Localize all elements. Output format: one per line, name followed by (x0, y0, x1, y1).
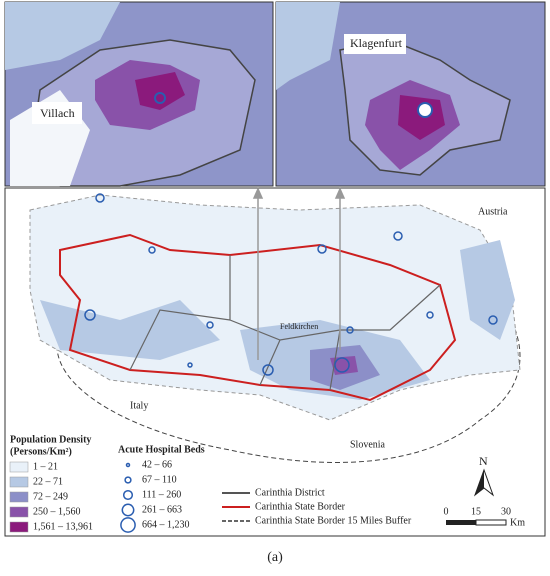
legend-item: 111 – 260 (142, 489, 181, 500)
legend-item: 1 – 21 (33, 461, 58, 472)
scale-tick: 30 (501, 506, 511, 517)
legend-swatch (9, 491, 29, 503)
legend: Population Density (Persons/Km²) Acute H… (9, 434, 412, 533)
inset-label: Villach (40, 106, 75, 120)
legend-unit: (Persons/Km²) (10, 446, 72, 457)
inset-label: Klagenfurt (350, 36, 403, 50)
legend-symbol (124, 476, 132, 484)
legend-symbol (120, 517, 136, 533)
map-label: Italy (130, 400, 148, 411)
map-label: Slovenia (350, 439, 386, 450)
legend-symbol (122, 489, 134, 501)
legend-item: 250 – 1,560 (33, 506, 81, 517)
legend-symbol (121, 503, 135, 517)
inset-villach: Villach (4, 1, 274, 187)
legend-item: Carinthia State Border (255, 501, 346, 512)
legend-swatch (9, 476, 29, 488)
north-label: N (479, 454, 488, 468)
legend-item: Carinthia District (255, 487, 325, 498)
legend-swatch (9, 521, 29, 533)
legend-item: 72 – 249 (33, 491, 68, 502)
legend-item: 22 – 71 (33, 476, 63, 487)
scale-tick: 15 (471, 506, 481, 517)
legend-symbol (125, 462, 131, 468)
legend-item: 664 – 1,230 (142, 519, 190, 530)
legend-item: Carinthia State Border 15 Miles Buffer (255, 515, 412, 526)
legend-swatch (9, 461, 29, 473)
scale-unit: Km (510, 517, 525, 528)
map-label: Austria (478, 206, 508, 217)
legend-swatch (9, 506, 29, 518)
north-arrow: N (473, 454, 495, 497)
scale-bar: 0 15 30 Km (444, 506, 526, 528)
legend-item: 1,561 – 13,961 (33, 521, 93, 532)
legend-title: Acute Hospital Beds (118, 444, 205, 455)
legend-item: 261 – 663 (142, 504, 182, 515)
legend-title: Population Density (10, 434, 91, 445)
legend-item: 42 – 66 (142, 459, 172, 470)
map-label: Feldkirchen (280, 322, 318, 331)
scale-tick: 0 (444, 506, 449, 517)
main-map: Austria Feldkirchen Italy Slovenia (4, 187, 546, 537)
legend-item: 67 – 110 (142, 474, 177, 485)
caption: (a) (267, 550, 283, 565)
inset-klagenfurt: Klagenfurt (275, 1, 546, 187)
